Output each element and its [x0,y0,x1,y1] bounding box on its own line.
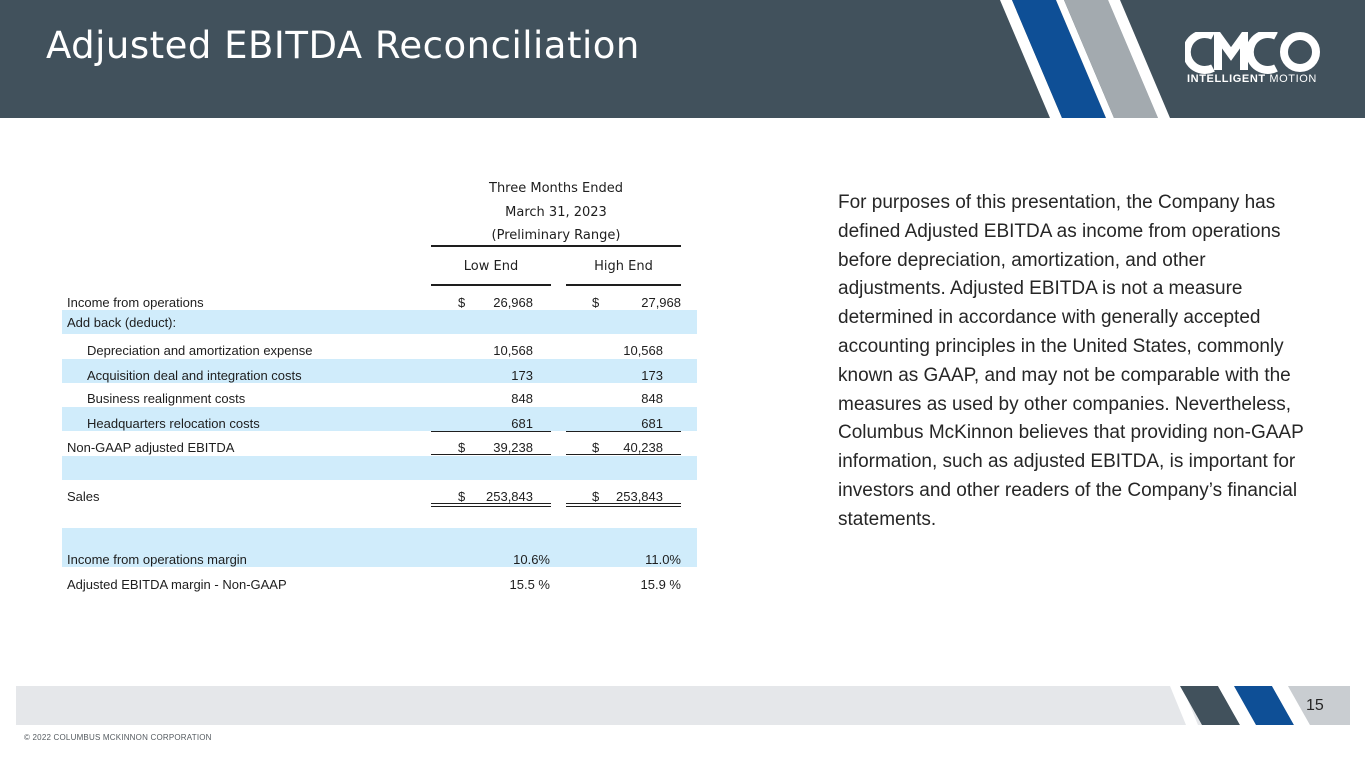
subtotal-rule-low [431,431,551,432]
cmco-logo-icon [1185,32,1320,74]
logo-tagline: INTELLIGENT MOTION [1187,73,1317,85]
period-header-line-3: (Preliminary Range) [491,228,621,243]
spacer-row [62,456,697,480]
table-row: Add back (deduct): [62,310,697,334]
sales-double-rule-high [566,503,681,507]
period-header-rule [431,245,681,247]
table-row: Income from operations margin 10.6% 11.0… [62,528,697,567]
ebitda-definition-text: For purposes of this presentation, the C… [838,192,1304,530]
subtotal-rule-high [566,431,681,432]
page-title: Adjusted EBITDA Reconciliation [46,24,640,67]
table-row: Acquisition deal and integration costs 1… [62,359,697,383]
table-row: Income from operations $ 26,968 $ 27,968 [67,295,681,310]
table-row: Non-GAAP adjusted EBITDA $ 39,238 $ 40,2… [67,440,663,455]
period-header-line-1: Three Months Ended [489,181,623,196]
footer-bar [16,686,1350,725]
column-rule-low [431,284,551,286]
page-number: 15 [1306,697,1324,714]
table-row: Headquarters relocation costs 681 681 [62,407,697,431]
table-row: Depreciation and amortization expense 10… [87,343,663,358]
sales-double-rule-low [431,503,551,507]
copyright-notice: © 2022 COLUMBUS MCKINNON CORPORATION [24,733,212,742]
table-row: Adjusted EBITDA margin - Non-GAAP 15.5 %… [67,577,681,592]
table-row: Business realignment costs 848 848 [87,391,663,406]
table-row: Sales $ 253,843 $ 253,843 [67,489,663,504]
header-stripes [1000,0,1170,118]
column-header-high-end: High End [594,259,653,274]
period-header-line-2: March 31, 2023 [505,205,607,220]
column-rule-high [566,284,681,286]
column-header-low-end: Low End [463,259,519,274]
